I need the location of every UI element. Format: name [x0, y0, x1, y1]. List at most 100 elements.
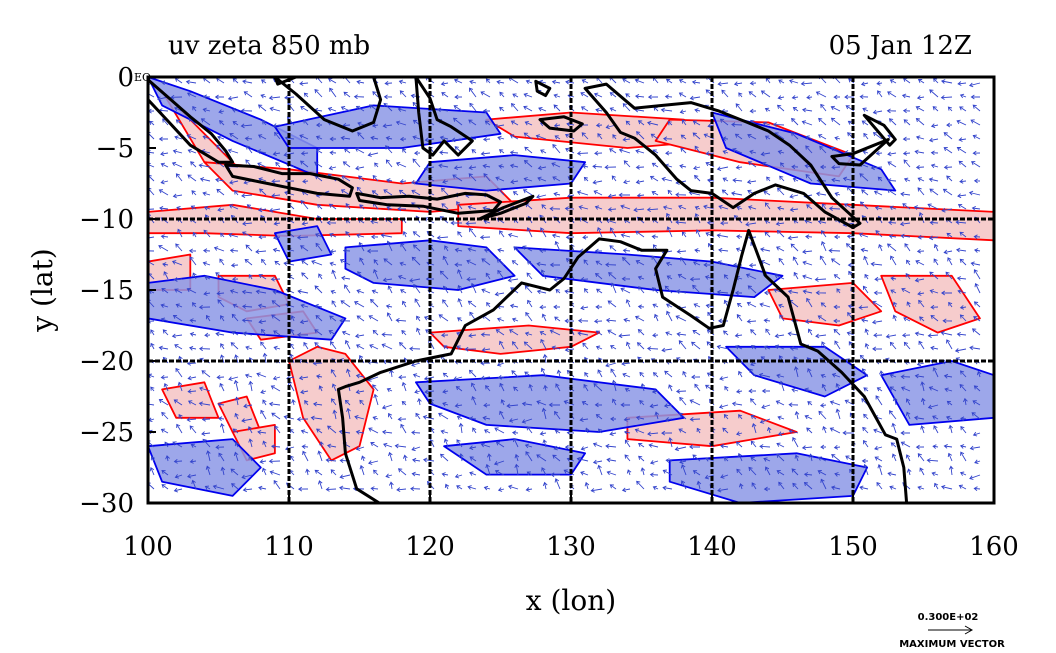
wind-vector — [861, 189, 869, 196]
wind-vector — [262, 352, 268, 364]
wind-vector — [480, 375, 491, 381]
wind-vector — [342, 248, 351, 254]
wind-vector — [150, 329, 155, 336]
wind-vector — [722, 149, 729, 155]
wind-vector — [509, 163, 519, 169]
negative-vorticity-region-4 — [148, 274, 347, 341]
wind-vector — [888, 220, 897, 226]
wind-vector — [863, 255, 869, 266]
wind-vector — [900, 430, 910, 436]
wind-vector — [842, 430, 855, 436]
wind-vector — [806, 204, 813, 210]
wind-vector — [622, 103, 631, 112]
wind-vector — [612, 398, 617, 406]
wind-vector — [831, 373, 841, 378]
wind-vector — [551, 79, 561, 85]
wind-vector — [190, 205, 197, 210]
wind-vector — [792, 107, 799, 112]
wind-vector — [917, 79, 925, 84]
wind-vector — [623, 179, 631, 185]
wind-vector — [248, 455, 253, 462]
wind-vector — [931, 471, 939, 477]
wind-vector — [411, 256, 421, 266]
wind-vector — [900, 441, 911, 448]
wind-vector — [355, 165, 365, 171]
wind-vector — [751, 482, 757, 490]
wind-vector — [395, 318, 407, 323]
wind-vector — [566, 430, 575, 436]
wind-vector — [919, 467, 925, 476]
wind-vector — [495, 329, 505, 336]
wind-vector — [526, 260, 533, 266]
wind-vector — [973, 269, 981, 280]
wind-vector — [778, 303, 785, 309]
wind-vector — [499, 382, 505, 392]
wind-vector — [775, 246, 785, 252]
wind-vector — [606, 457, 617, 463]
wind-vector — [554, 429, 561, 434]
wind-vector — [859, 94, 869, 100]
wind-vector — [524, 331, 533, 337]
wind-vector — [962, 397, 968, 406]
wind-vector — [735, 247, 743, 252]
wind-vector — [791, 387, 799, 393]
wind-vector — [860, 317, 869, 323]
wind-vector — [959, 231, 967, 238]
wind-vector — [802, 249, 813, 255]
wind-vector — [583, 383, 589, 392]
wind-vector — [778, 481, 785, 490]
wind-vector — [760, 151, 771, 157]
wind-vector — [596, 226, 603, 238]
wind-vector — [649, 175, 659, 182]
wind-vector — [150, 455, 155, 462]
wind-vector — [314, 342, 323, 350]
wind-vector — [943, 164, 953, 170]
wind-vector — [485, 272, 491, 280]
wind-vector — [662, 485, 673, 491]
wind-vector — [721, 89, 729, 98]
wind-vector — [300, 199, 309, 210]
wind-vector — [399, 289, 407, 294]
wind-vector — [368, 427, 379, 434]
wind-vector — [820, 373, 827, 379]
wind-vector — [526, 426, 533, 434]
wind-vector — [721, 189, 729, 196]
wind-vector — [541, 204, 547, 210]
wind-vector — [272, 247, 281, 253]
wind-vector — [260, 409, 267, 420]
wind-vector — [764, 231, 771, 238]
wind-vector — [974, 248, 981, 253]
wind-vector — [582, 164, 589, 169]
wind-vector — [242, 79, 253, 85]
wind-vector — [149, 466, 155, 476]
wind-vector — [526, 471, 533, 476]
wind-vector — [397, 274, 407, 280]
wind-vector — [176, 423, 183, 434]
wind-vector — [212, 484, 225, 490]
wind-vector — [290, 315, 296, 322]
wind-vector — [402, 231, 408, 238]
wind-vector — [513, 386, 519, 392]
wind-vector — [398, 374, 407, 380]
wind-vector — [303, 119, 309, 126]
wind-vector — [703, 262, 715, 268]
wind-vector — [457, 297, 463, 308]
wind-vector — [668, 384, 673, 392]
wind-vector — [483, 248, 491, 253]
wind-vector — [497, 269, 505, 280]
wind-vector — [202, 135, 211, 140]
wind-vector — [968, 190, 981, 196]
wind-vector — [231, 276, 239, 282]
wind-vector — [638, 286, 645, 294]
wind-vector — [165, 455, 170, 462]
wind-vector — [269, 207, 281, 213]
wind-vector — [523, 159, 533, 168]
wind-vector — [186, 92, 197, 98]
wind-vector — [526, 272, 533, 280]
wind-vector — [177, 228, 183, 238]
wind-vector — [198, 304, 211, 310]
wind-vector — [291, 399, 296, 406]
wind-vector — [370, 234, 379, 240]
wind-vector — [943, 249, 953, 255]
